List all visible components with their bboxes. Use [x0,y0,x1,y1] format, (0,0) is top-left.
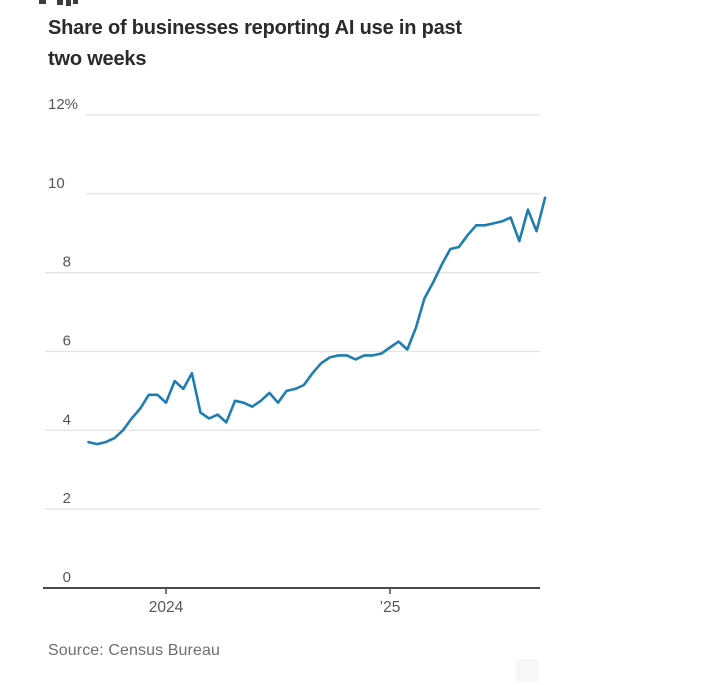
cropped-text-artifact [39,0,46,4]
y-axis-label: 6 [63,332,71,349]
y-axis-label: 10 [48,175,65,192]
y-axis-label: 2 [63,490,71,507]
y-axis-label: 0 [63,569,71,586]
cropped-text-artifact [57,0,63,5]
cropped-text-artifact [66,0,71,6]
y-axis-label: 4 [63,411,71,428]
y-axis-label: 8 [63,254,71,271]
data-series-line [87,196,547,446]
chart-title-line-2: two weeks [48,48,147,70]
x-axis-label: ’25 [380,599,401,616]
source-note: Source: Census Bureau [48,642,220,659]
y-axis-label: 12% [48,96,78,113]
chart-title-line-1: Share of businesses reporting AI use in … [48,17,462,39]
cropped-text-artifact [73,0,78,4]
x-axis-label: 2024 [149,599,184,616]
watermark-box [516,659,539,682]
chart-title: Share of businesses reporting AI use in … [48,13,588,75]
line-chart: 12% 10 8 6 4 2 0 2024 ’25 [43,96,547,616]
